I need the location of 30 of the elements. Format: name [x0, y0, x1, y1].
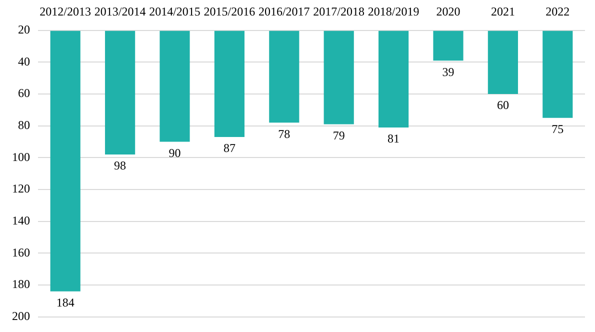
y-tick-label: 180 [12, 277, 30, 292]
x-tick-label: 2015/2016 [204, 4, 256, 18]
y-tick-label: 80 [18, 118, 30, 132]
x-tick-label: 2017/2018 [313, 4, 365, 18]
y-tick-label: 200 [12, 308, 30, 323]
y-tick-label: 140 [12, 213, 30, 228]
data-label: 90 [168, 146, 181, 160]
data-label: 81 [388, 132, 400, 146]
data-label: 184 [56, 296, 74, 310]
x-tick-label: 2016/2017 [258, 4, 310, 18]
y-tick-label: 60 [18, 86, 30, 100]
y-tick-label: 120 [12, 182, 30, 196]
x-tick-label: 2012/2013 [40, 4, 92, 18]
data-label: 87 [223, 141, 236, 156]
x-tick-label: 2021 [490, 4, 515, 18]
y-tick-label: 160 [12, 245, 30, 260]
data-label: 79 [332, 128, 345, 142]
x-tick-label: 2014/2015 [149, 4, 200, 18]
data-label: 98 [114, 158, 126, 173]
data-label: 60 [496, 98, 509, 112]
x-tick-label: 2022 [546, 4, 570, 18]
data-label: 75 [552, 122, 564, 136]
y-tick-label: 40 [18, 54, 30, 68]
x-tick-label: 2020 [436, 4, 460, 18]
x-tick-label: 2013/2014 [94, 4, 146, 18]
x-tick-label: 2018/2019 [368, 4, 420, 18]
data-label: 78 [278, 126, 290, 141]
y-tick-label: 100 [12, 150, 30, 164]
data-label: 39 [442, 64, 454, 79]
y-tick-label: 20 [18, 22, 30, 37]
